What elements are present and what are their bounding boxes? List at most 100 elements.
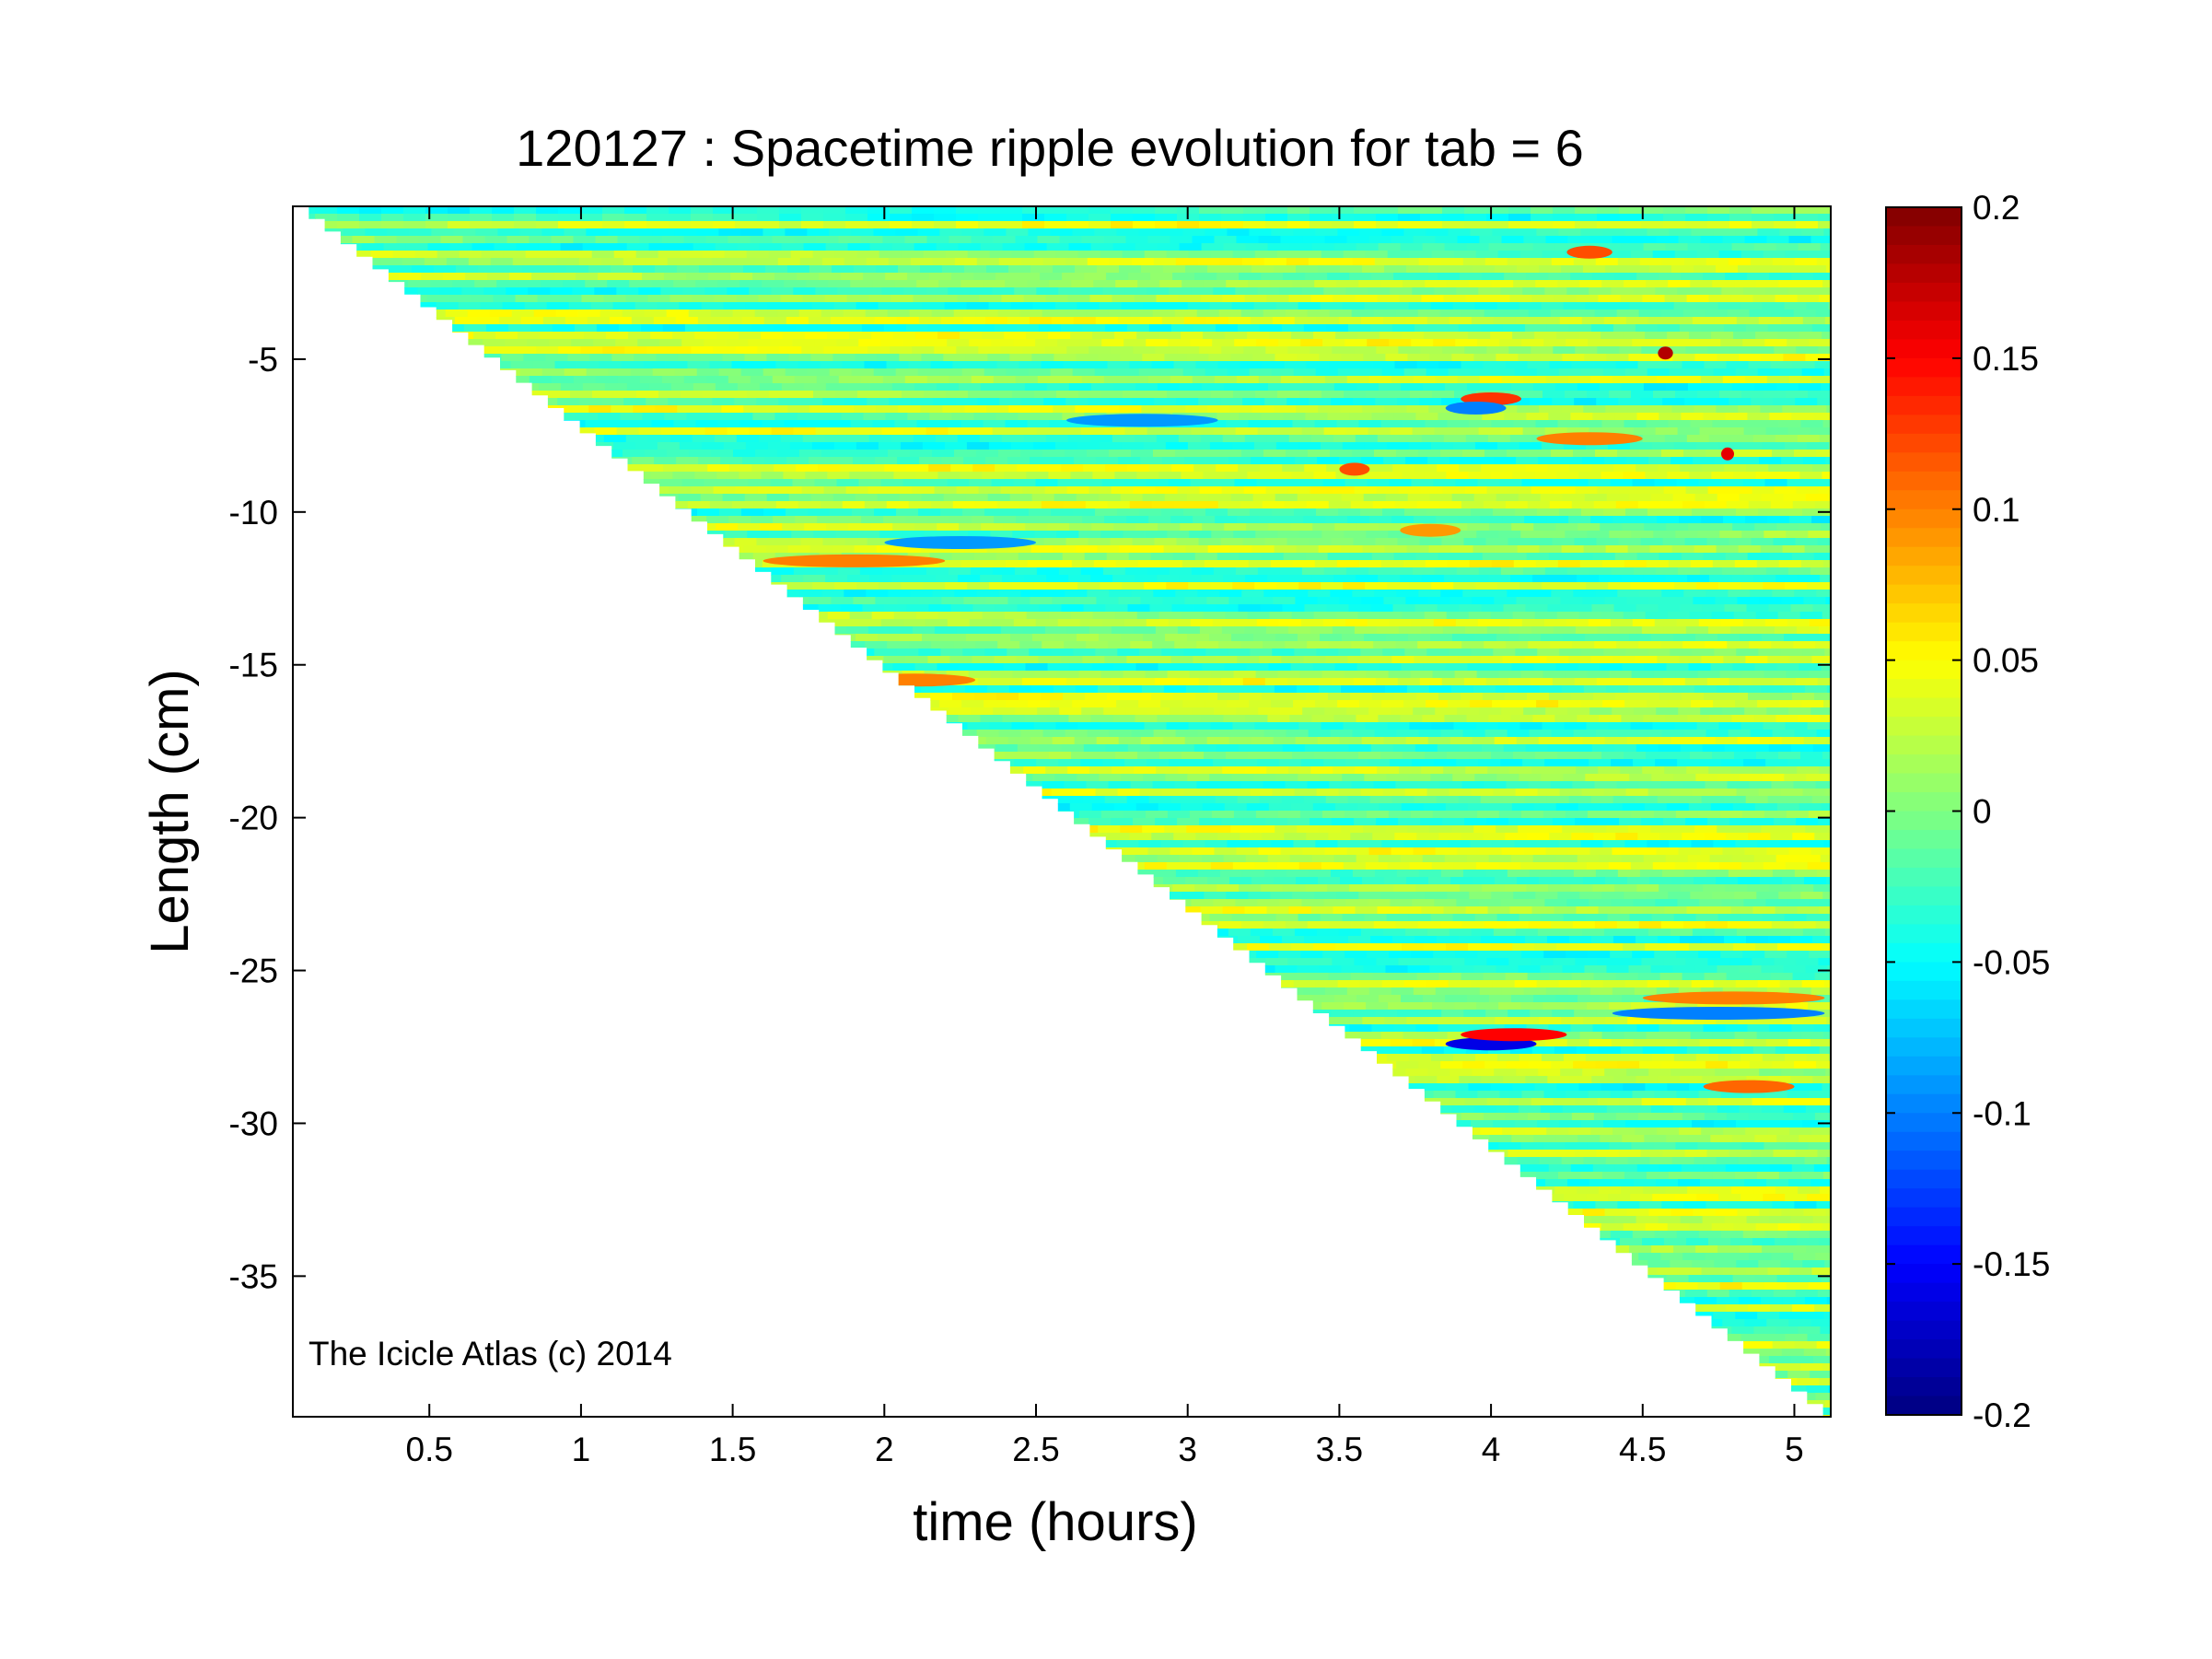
heatmap-cell <box>1349 413 1372 421</box>
heatmap-cell <box>1555 523 1578 532</box>
heatmap-cell <box>815 427 839 436</box>
heatmap-cell <box>1721 759 1744 767</box>
heatmap-cell <box>1046 575 1069 583</box>
heatmap-cell <box>960 420 984 428</box>
heatmap-cell <box>1674 862 1698 870</box>
heatmap-cell <box>1113 523 1136 532</box>
heatmap-cell <box>1004 612 1028 620</box>
heatmap-cell <box>1222 906 1246 915</box>
heatmap-cell <box>1158 663 1182 672</box>
heatmap-cell <box>867 346 891 355</box>
heatmap-cell <box>1428 685 1452 694</box>
heatmap-cell <box>1525 744 1549 753</box>
heatmap-cell <box>1571 833 1594 841</box>
heatmap-cell <box>1416 833 1439 841</box>
heatmap-cell <box>541 228 565 237</box>
heatmap-cell <box>1187 442 1211 450</box>
heatmap-cell <box>1670 648 1693 657</box>
heatmap-cell <box>986 685 1010 694</box>
heatmap-cell <box>1766 707 1789 716</box>
heatmap-cell <box>1807 582 1830 590</box>
heatmap-cell <box>664 273 687 281</box>
heatmap-cell <box>1254 722 1278 730</box>
heatmap-cell <box>1714 648 1737 657</box>
heatmap-cell <box>1178 295 1202 303</box>
heatmap-cell <box>1343 251 1367 259</box>
heatmap-cell <box>1456 427 1480 436</box>
heatmap-cell <box>1593 501 1617 509</box>
heatmap-cell <box>1636 744 1659 753</box>
heatmap-cell <box>1457 707 1480 716</box>
heatmap-cell <box>1170 236 1193 244</box>
heatmap-cell <box>999 678 1023 686</box>
heatmap-cell <box>1638 641 1661 649</box>
heatmap-cell <box>1234 339 1257 347</box>
heatmap-cell <box>1131 590 1154 598</box>
heatmap-cell <box>1427 737 1451 745</box>
heatmap-cell <box>1828 634 1831 642</box>
heatmap-cell <box>1587 531 1610 539</box>
heatmap-cell <box>735 206 758 215</box>
heatmap-cell <box>1117 317 1141 325</box>
heatmap-cell <box>598 413 621 421</box>
heatmap-cell <box>1305 273 1328 281</box>
heatmap-cell <box>916 420 940 428</box>
heatmap-cell <box>1699 427 1723 436</box>
heatmap-cell <box>1526 413 1549 421</box>
heatmap-cell <box>697 317 721 325</box>
heatmap-cell <box>1283 273 1306 281</box>
heatmap-cell <box>1440 258 1464 266</box>
heatmap-cell <box>1156 295 1180 303</box>
heatmap-cell <box>1194 884 1217 893</box>
heatmap-cell <box>1645 472 1668 480</box>
heatmap-cell <box>1242 398 1265 406</box>
heatmap-cell <box>1459 464 1482 473</box>
heatmap-cell <box>1631 811 1655 819</box>
heatmap-cell <box>976 450 999 458</box>
heatmap-cell <box>1346 847 1370 856</box>
heatmap-cell <box>1782 545 1806 554</box>
heatmap-cell <box>759 383 783 391</box>
heatmap-cell <box>1629 302 1653 310</box>
heatmap-cell <box>1249 700 1272 708</box>
heatmap-cell <box>1265 206 1288 215</box>
heatmap-cell <box>911 398 934 406</box>
heatmap-cell <box>881 287 904 296</box>
heatmap-cell <box>1800 892 1823 900</box>
heatmap-cell <box>1520 671 1544 679</box>
heatmap-cell <box>1270 560 1294 568</box>
heatmap-cell <box>692 295 716 303</box>
heatmap-cell <box>456 265 479 274</box>
heatmap-cell <box>1671 597 1694 605</box>
heatmap-cell <box>1782 685 1806 694</box>
heatmap-cell <box>743 265 766 274</box>
heatmap-cell <box>1430 442 1454 450</box>
heatmap-cell <box>1786 671 1810 679</box>
heatmap-cell <box>1804 405 1827 414</box>
heatmap-cell <box>954 258 978 266</box>
heatmap-cell <box>1000 214 1023 222</box>
heatmap-cell <box>1094 700 1117 708</box>
heatmap-cell <box>952 361 976 369</box>
heatmap-cell <box>843 310 867 318</box>
heatmap-cell <box>1369 656 1392 664</box>
heatmap-cell <box>1596 398 1619 406</box>
heatmap-cell <box>387 228 410 237</box>
heatmap-cell <box>652 228 675 237</box>
heatmap-cell <box>1175 590 1198 598</box>
heatmap-cell <box>1100 531 1123 539</box>
heatmap-cell <box>1517 545 1541 554</box>
heatmap-cell <box>1581 317 1605 325</box>
heatmap-cell <box>558 221 581 229</box>
heatmap-cell <box>1065 678 1089 686</box>
heatmap-cell <box>794 376 818 384</box>
heatmap-cell <box>1814 833 1831 841</box>
heatmap-cell <box>1697 671 1721 679</box>
heatmap-cell <box>1495 685 1519 694</box>
heatmap-cell <box>1211 671 1235 679</box>
heatmap-cell <box>1377 435 1401 443</box>
heatmap-cell <box>1570 553 1594 561</box>
heatmap-cell <box>1178 906 1202 915</box>
heatmap-cell <box>1089 221 1112 229</box>
heatmap-cell <box>563 280 586 288</box>
